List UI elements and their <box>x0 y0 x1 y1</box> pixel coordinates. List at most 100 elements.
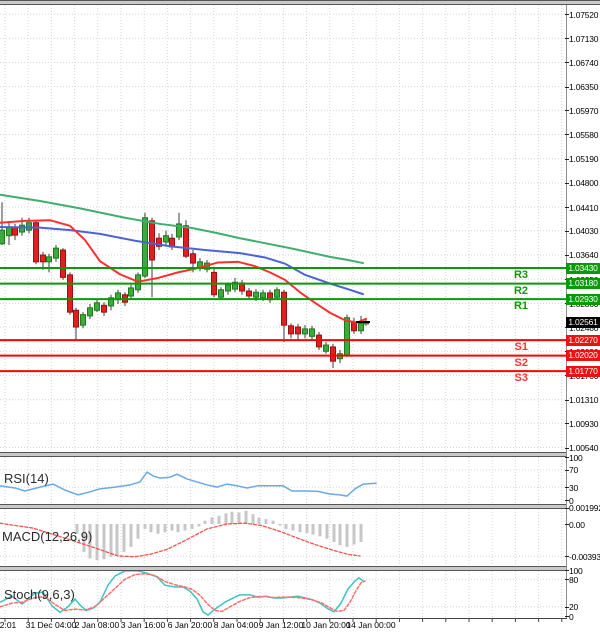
rsi-label: RSI(14) <box>4 471 49 486</box>
pivot-label-s3: S3 <box>514 372 528 385</box>
candle-up <box>232 281 238 290</box>
rsi-tick-label: 0 <box>565 496 574 506</box>
pivot-label-r1: R1 <box>513 300 528 313</box>
stoch-d-line <box>0 572 366 613</box>
price-tick-label: 1.04800 <box>565 178 599 188</box>
candle-up <box>108 297 114 307</box>
price-price-badge: 1.02561 <box>566 316 600 328</box>
rsi-tick-label: 70 <box>565 465 578 475</box>
candle-down <box>73 309 79 328</box>
candle-up <box>358 322 364 332</box>
macd-separator[interactable] <box>0 504 567 509</box>
candle-up <box>176 223 182 238</box>
price-tick-label: 1.00930 <box>565 419 599 429</box>
price-tick-label: 1.06740 <box>565 58 599 68</box>
price-tick-label: 1.00540 <box>565 443 599 453</box>
candle-up <box>218 289 224 298</box>
price-tick-label: 1.05970 <box>565 106 599 116</box>
candle-up <box>274 289 280 298</box>
time-tick-label: 2:01 <box>0 620 17 630</box>
price-tick-label: 1.04410 <box>565 203 599 213</box>
candle-down <box>281 291 287 326</box>
candle-up <box>344 317 350 356</box>
resistance-price-badge: 1.03180 <box>566 278 600 290</box>
time-tick-label: 2 Jan 08:00 <box>74 620 120 630</box>
candle-down <box>295 326 301 335</box>
candle-up <box>53 247 59 259</box>
candle-up <box>253 291 259 298</box>
pivot-label-s2: S2 <box>514 356 528 369</box>
candle-down <box>330 346 336 362</box>
candle-up <box>87 307 93 317</box>
stoch-k-line <box>0 570 364 616</box>
rsi-line <box>0 471 377 497</box>
macd-signal-line <box>0 522 361 558</box>
price-tick-label: 1.01310 <box>565 395 599 405</box>
candle-up <box>26 222 32 231</box>
x-axis-line <box>0 618 567 619</box>
stoch-separator[interactable] <box>0 566 567 571</box>
candle-down <box>246 290 252 297</box>
rsi-tick-label: 100 <box>565 453 583 463</box>
price-tick-label: 1.07130 <box>565 34 599 44</box>
macd-tick-label: 0.00 <box>565 520 585 530</box>
macd-label: MACD(12,26,9) <box>2 529 93 544</box>
price-tick-label: 1.05580 <box>565 130 599 140</box>
candle-down <box>40 254 46 263</box>
time-tick-label: 31 Dec 04:00 <box>25 620 77 630</box>
stoch-label: Stoch(9,6,3) <box>4 587 75 602</box>
support-price-badge: 1.02270 <box>566 334 600 346</box>
candle-down <box>149 220 155 261</box>
candle-up <box>225 284 231 292</box>
price-tick-label: 1.07520 <box>565 10 599 20</box>
candle-down <box>12 227 18 236</box>
candle-down <box>190 253 196 264</box>
macd-tick-label: 0.001992 <box>565 503 600 513</box>
candle-up <box>260 292 266 299</box>
pivot-label-s1: S1 <box>514 341 528 354</box>
rsi-tick-label: 30 <box>565 483 578 493</box>
time-tick-label: 8 Jan 04:00 <box>213 620 259 630</box>
candle-down <box>156 237 162 247</box>
price-tick-label: 1.03640 <box>565 250 599 260</box>
candle-down <box>60 249 66 278</box>
candle-down <box>33 222 39 263</box>
candle-up <box>6 226 12 237</box>
candle-down <box>101 304 107 313</box>
price-tick-label: 1.06350 <box>565 82 599 92</box>
support-price-badge: 1.02020 <box>566 350 600 362</box>
stoch-tick-label: 100 <box>565 566 583 576</box>
price-axis: 1.07520 1.07130 1.06740 1.06350 1.05970 1.055… <box>565 0 600 622</box>
plot-right-border <box>566 5 567 618</box>
stoch-tick-label: 80 <box>565 575 578 585</box>
ma-slow-line <box>0 193 364 265</box>
stoch-tick-label: 0 <box>565 612 574 622</box>
time-tick-label: 10 Jan 20:00 <box>301 620 351 630</box>
time-tick-label: 6 Jan 20:00 <box>167 620 213 630</box>
candle-up <box>323 344 329 352</box>
candle-up <box>94 302 100 311</box>
price-tick-label: 1.04030 <box>565 226 599 236</box>
pivot-label-r3: R3 <box>513 269 528 282</box>
candle-up <box>163 235 169 243</box>
candle-down <box>67 274 73 313</box>
price-tick-label: 1.05190 <box>565 154 599 164</box>
candle-up <box>0 229 5 245</box>
price-tick-label: 1.02480 <box>565 323 599 333</box>
resistance-price-badge: 1.02930 <box>566 293 600 305</box>
pivot-label-r2: R2 <box>513 284 528 297</box>
time-tick-label: 9 Jan 12:00 <box>258 620 304 630</box>
time-tick-label: 3 Jan 16:00 <box>120 620 166 630</box>
candle-up <box>80 314 86 326</box>
candle-up <box>19 224 25 233</box>
rsi-separator[interactable] <box>0 452 567 457</box>
stoch-tick-label: 20 <box>565 602 578 612</box>
candle-up <box>142 217 148 277</box>
time-axis: 2:01 31 Dec 04:00 2 Jan 08:00 3 Jan 16:00 6 … <box>0 620 600 634</box>
candle-down <box>183 225 189 257</box>
macd-tick-label: -0.003938 <box>565 552 600 562</box>
candle-up <box>128 287 134 297</box>
time-tick-label: 14 Jan 00:00 <box>346 620 396 630</box>
